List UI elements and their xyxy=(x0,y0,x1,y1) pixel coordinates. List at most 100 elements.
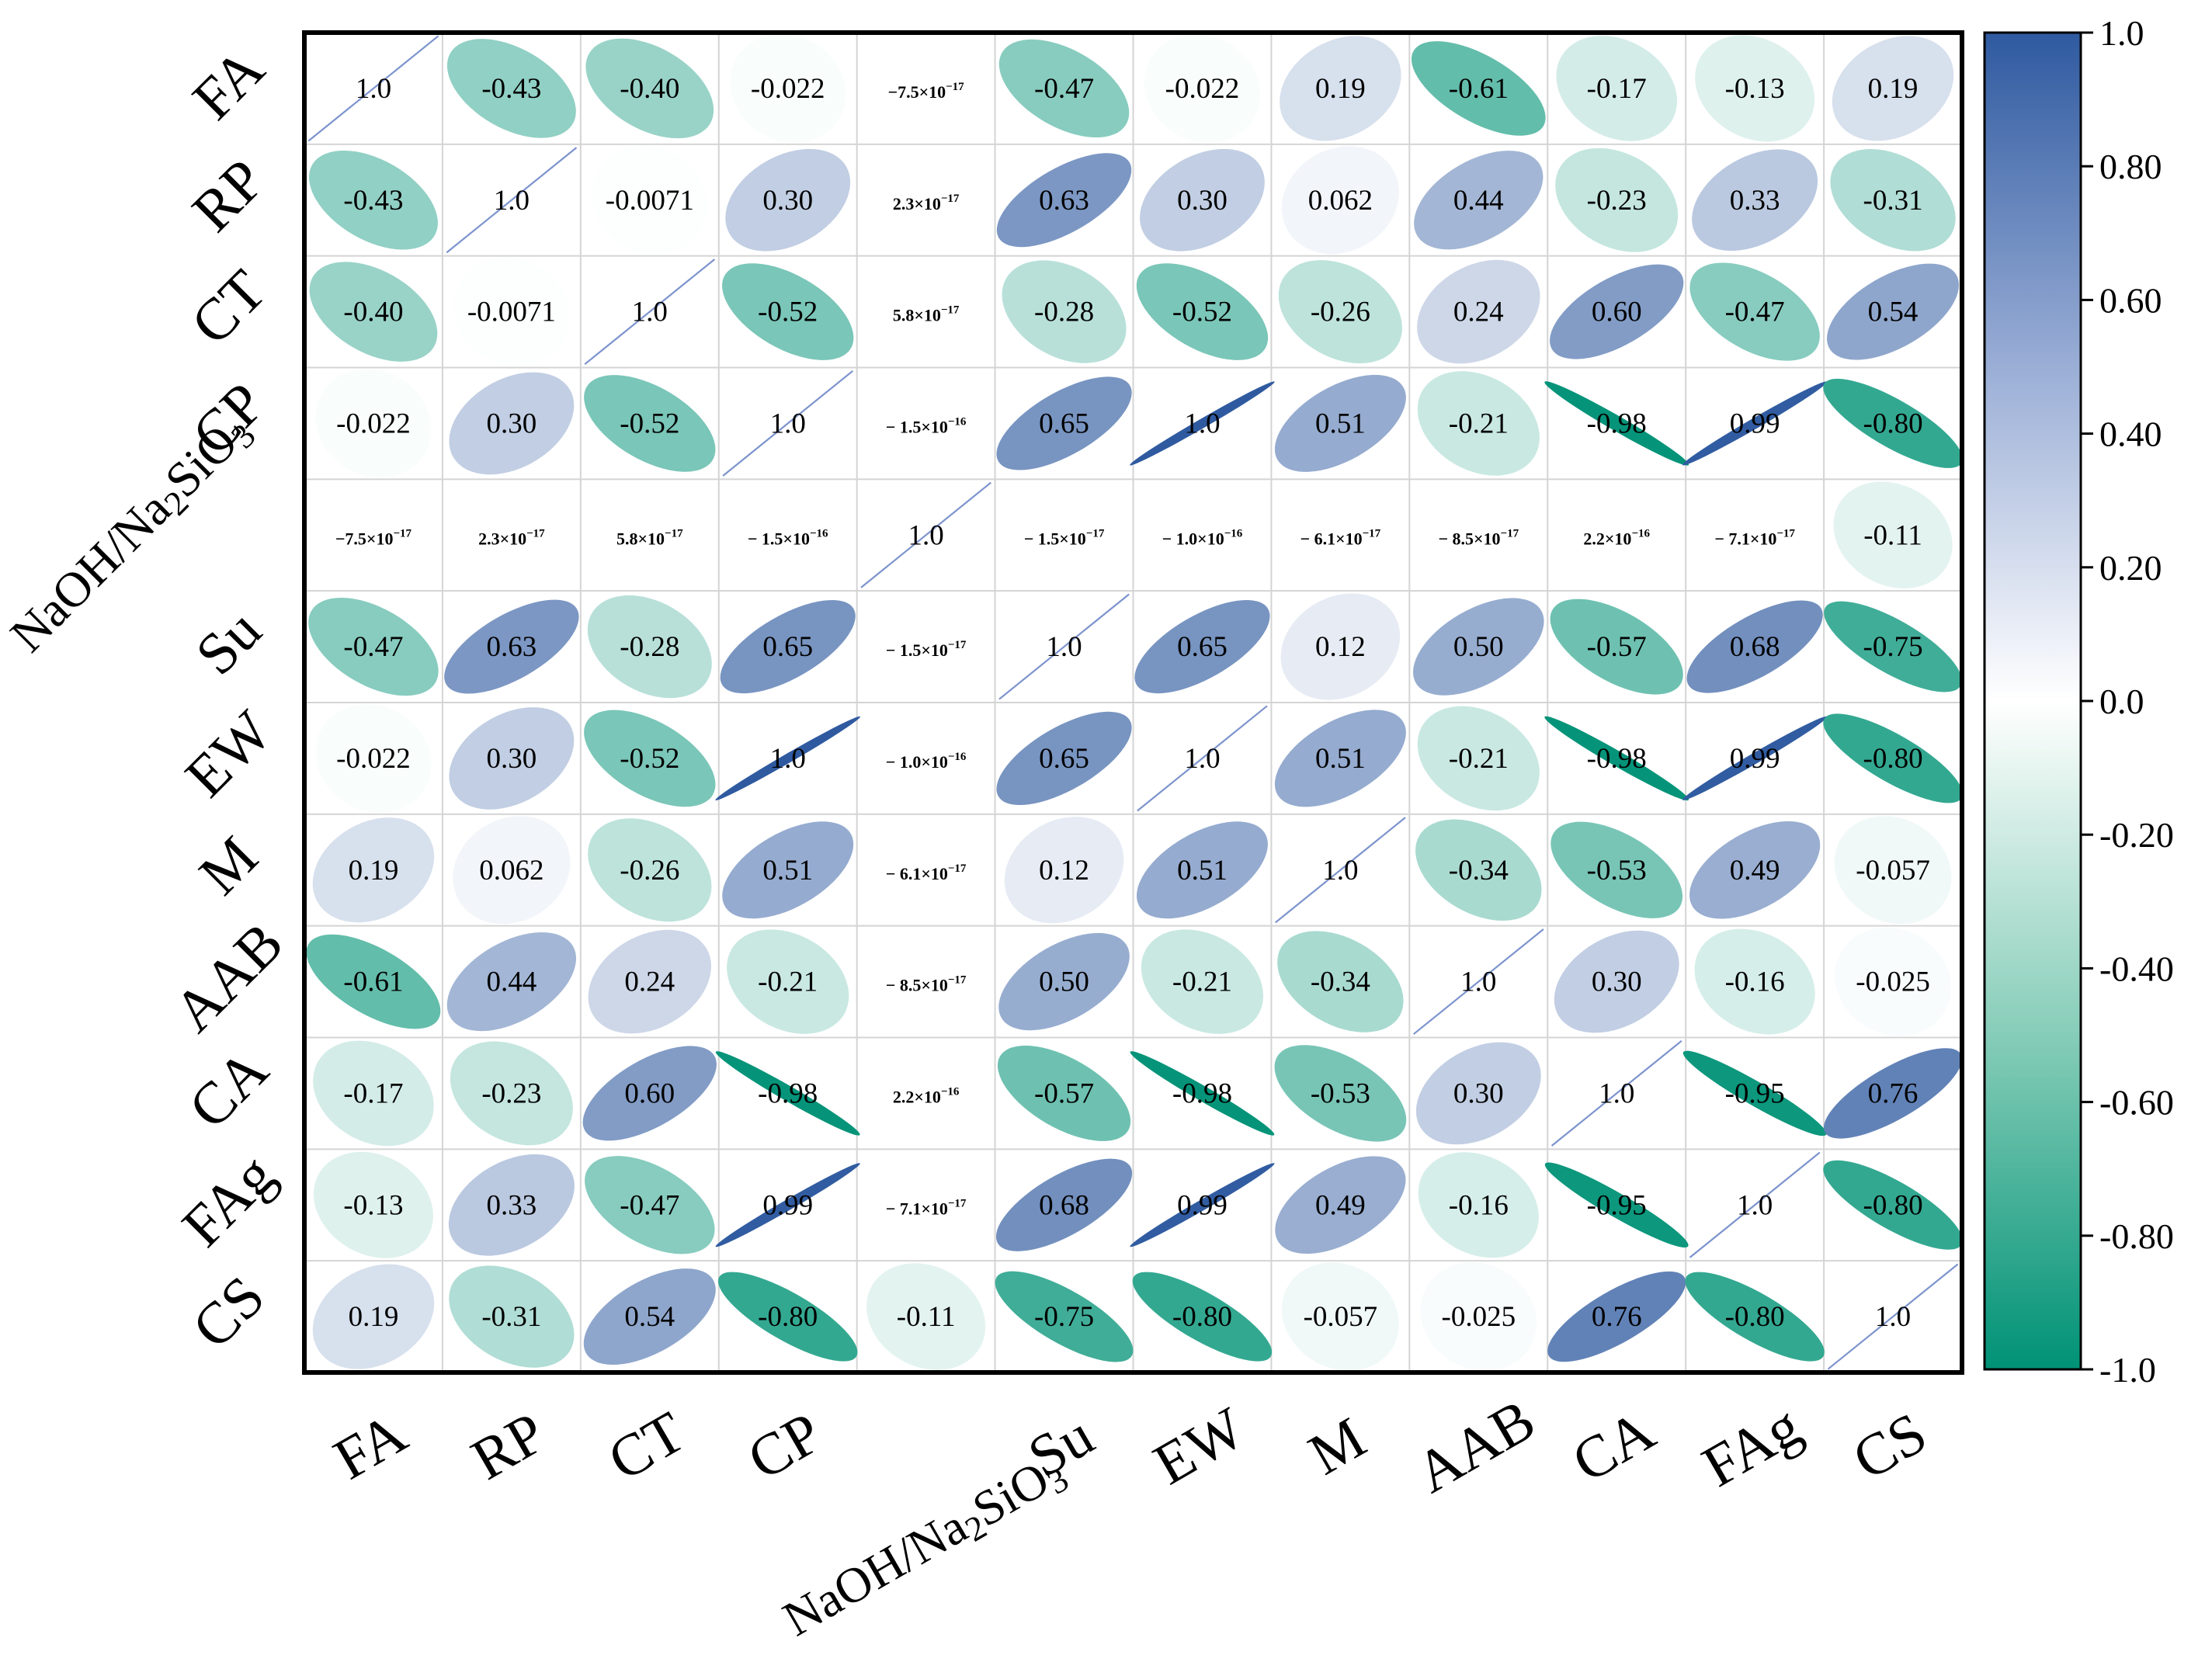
cell-value-label: 2.2×10−16 xyxy=(1583,527,1650,548)
diagonal-line xyxy=(1550,1039,1682,1147)
cell-value-label: -0.98 xyxy=(1587,743,1647,775)
cell-ct-fa: -0.40 xyxy=(309,262,438,362)
colorbar-tick-label: 0.20 xyxy=(2099,548,2162,588)
column-label-ca: CA xyxy=(1562,1398,1666,1496)
correlation-ellipse xyxy=(1141,929,1264,1034)
correlation-ellipse xyxy=(1004,817,1124,924)
cell-value-label: -0.80 xyxy=(1863,1189,1923,1221)
cell-value-label: -0.47 xyxy=(1034,73,1094,105)
correlation-ellipse xyxy=(444,599,579,694)
row-label-ew: EW xyxy=(173,699,284,810)
cell-ew-cs: -0.80 xyxy=(1823,713,1963,803)
cell-su-ca: -0.57 xyxy=(1550,599,1683,695)
correlation-ellipse xyxy=(584,375,716,472)
correlation-ellipse xyxy=(1411,41,1546,136)
cell-value-label: -0.13 xyxy=(343,1189,403,1221)
cell-cs-naoh-na: -0.11 xyxy=(866,1263,986,1370)
cell-value-label: -0.61 xyxy=(343,966,403,998)
cell-ca-ew: -0.98 xyxy=(1130,1051,1275,1136)
cell-value-label: -0.47 xyxy=(343,631,403,663)
cell-value-label: 0.19 xyxy=(349,1301,399,1333)
cell-fag-cp: 0.99 xyxy=(715,1163,860,1247)
cell-naoh-na-ca: 2.2×10−16 xyxy=(1558,480,1675,590)
cell-ca-cp: -0.98 xyxy=(715,1051,860,1136)
row-label-aab: AAB xyxy=(161,911,296,1045)
correlation-ellipse xyxy=(866,1263,986,1370)
cell-aab-ew: -0.21 xyxy=(1141,929,1264,1034)
cell-value-label: -0.0071 xyxy=(467,297,556,328)
correlation-ellipse xyxy=(312,817,435,923)
cell-value-label: 0.65 xyxy=(1177,631,1228,663)
correlation-ellipse xyxy=(1418,1152,1539,1258)
correlation-ellipse xyxy=(1130,1163,1275,1247)
correlation-ellipse xyxy=(995,1158,1133,1251)
matrix-cells: 1.0 -0.43 -0.40 -0.022 −7.5×10−17 -0.47 -0.022… xyxy=(306,33,1963,1372)
cell-su-fag: 0.68 xyxy=(1686,600,1823,693)
correlation-ellipse xyxy=(1833,481,1953,588)
cell-value-label: 0.60 xyxy=(1592,297,1642,328)
cell-m-cp: 0.51 xyxy=(722,821,854,919)
correlation-ellipse xyxy=(996,153,1132,248)
cell-value-label: − 1.5×10−16 xyxy=(886,415,967,436)
cell-value-label: -0.16 xyxy=(1449,1189,1509,1221)
cell-value-label: -0.16 xyxy=(1725,966,1785,998)
cell-rp-naoh-na: 2.3×10−17 xyxy=(868,145,984,255)
cell-value-label: 1.0 xyxy=(1599,1077,1634,1109)
cell-ca-naoh-na: 2.2×10−16 xyxy=(868,1039,984,1148)
cell-value-label: 1.0 xyxy=(356,73,391,105)
correlation-ellipse xyxy=(868,369,984,478)
cell-value-label: − 1.5×10−16 xyxy=(748,527,828,548)
cell-value-label: − 7.1×10−17 xyxy=(886,1197,967,1218)
cell-fa-fa: 1.0 xyxy=(307,35,439,142)
correlation-ellipse xyxy=(315,703,432,813)
cell-rp-ca: -0.23 xyxy=(1555,147,1679,252)
cell-cp-ca: -0.98 xyxy=(1544,381,1689,466)
correlation-ellipse xyxy=(1824,1048,1963,1139)
cell-m-fag: 0.49 xyxy=(1689,821,1821,919)
cell-value-label: − 1.0×10−16 xyxy=(1162,527,1243,548)
correlation-ellipse xyxy=(868,703,984,814)
cell-value-label: 0.50 xyxy=(1453,631,1504,663)
row-label-m: M xyxy=(187,824,270,907)
cell-cs-ct: 0.54 xyxy=(583,1268,716,1365)
diagonal-line xyxy=(307,35,439,142)
correlation-ellipse xyxy=(449,707,575,810)
cell-fag-fag: 1.0 xyxy=(1689,1151,1821,1258)
cell-value-label: -0.31 xyxy=(481,1301,541,1333)
cell-value-label: -0.75 xyxy=(1034,1301,1094,1333)
correlation-ellipse xyxy=(1140,148,1265,252)
cell-fa-naoh-na: −7.5×10−17 xyxy=(868,33,984,144)
cell-value-label: -0.57 xyxy=(1587,631,1647,663)
correlation-ellipse xyxy=(727,929,849,1034)
correlation-ellipse xyxy=(1832,36,1954,141)
cell-value-label: 0.51 xyxy=(1315,408,1366,439)
cell-value-label: -0.53 xyxy=(1311,1077,1370,1109)
cell-cs-su: -0.75 xyxy=(995,1271,1134,1362)
cell-value-label: 0.65 xyxy=(1039,408,1089,439)
cell-ct-aab: 0.24 xyxy=(1417,259,1540,364)
correlation-ellipse xyxy=(1136,263,1269,360)
correlation-ellipse xyxy=(997,1045,1131,1141)
correlation-ellipse xyxy=(1417,706,1540,811)
cell-su-m: 0.12 xyxy=(1280,593,1401,700)
diagonal-line xyxy=(1137,705,1268,812)
cell-value-label: 0.99 xyxy=(1730,743,1780,775)
cell-value-label: 0.68 xyxy=(1730,631,1780,663)
correlation-ellipse xyxy=(868,927,984,1036)
correlation-ellipse xyxy=(1421,480,1537,590)
correlation-ellipse xyxy=(1144,33,1261,143)
cell-value-label: 0.24 xyxy=(1453,297,1504,328)
correlation-ellipse xyxy=(722,263,854,360)
correlation-ellipse xyxy=(868,1039,984,1148)
cell-value-label: 0.30 xyxy=(487,408,537,439)
cell-value-label: − 8.5×10−17 xyxy=(886,974,967,995)
correlation-ellipse xyxy=(1415,1042,1541,1145)
cell-ew-rp: 0.30 xyxy=(449,707,575,810)
correlation-ellipse xyxy=(1695,35,1815,142)
cell-cs-fag: -0.80 xyxy=(1685,1272,1825,1362)
cell-value-label: -0.75 xyxy=(1863,631,1923,663)
cell-fag-aab: -0.16 xyxy=(1418,1152,1539,1258)
correlation-ellipse xyxy=(1413,598,1544,696)
cell-value-label: -0.95 xyxy=(1725,1077,1785,1109)
